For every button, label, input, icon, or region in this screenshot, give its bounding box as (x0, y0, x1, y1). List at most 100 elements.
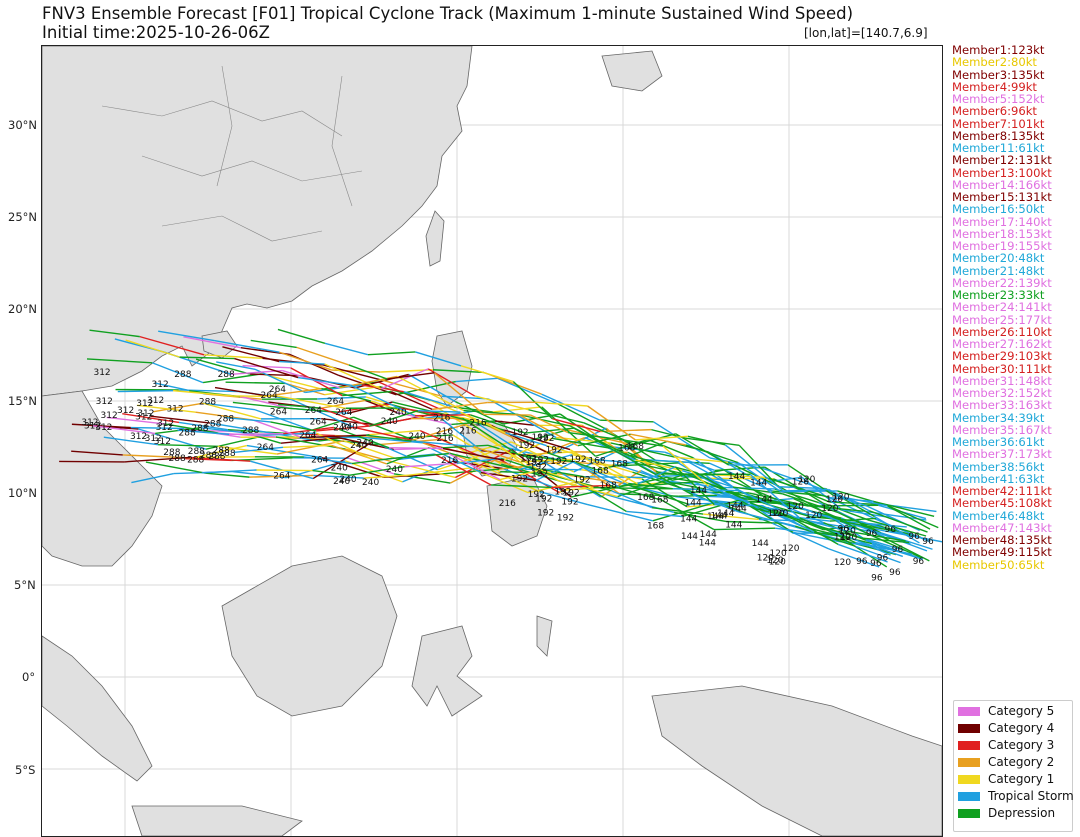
category-swatch (958, 809, 980, 818)
forecast-hour-label: 264 (257, 443, 274, 453)
forecast-hour-label: 312 (145, 434, 162, 444)
member-legend-entry: Member7:101kt (952, 118, 1080, 130)
map-canvas[interactable]: 1689619212028831214412016816826414414419… (42, 46, 942, 836)
forecast-hour-label: 192 (573, 475, 590, 485)
track-segment (686, 445, 738, 463)
category-legend-entry: Category 2 (958, 755, 1054, 771)
forecast-hour-label: 168 (588, 456, 605, 466)
forecast-hour-label: 168 (647, 522, 664, 532)
category-legend-entry: Category 5 (958, 704, 1054, 720)
forecast-hour-label: 96 (870, 559, 882, 569)
member-legend-entry: Member17:140kt (952, 216, 1080, 228)
lat-label-25n: 25°N (8, 210, 37, 224)
forecast-hour-label: 192 (511, 475, 528, 485)
forecast-hour-label: 288 (188, 447, 205, 457)
track-segment (714, 528, 775, 529)
forecast-hour-label: 240 (331, 464, 348, 474)
cursor-coordinate-readout: [lon,lat]=[140.7,6.9] (804, 26, 928, 40)
category-label: Depression (988, 806, 1055, 820)
forecast-hour-label: 168 (637, 493, 654, 503)
forecast-hour-label: 144 (681, 532, 698, 542)
forecast-hour-label: 312 (156, 423, 173, 433)
track-segment (226, 382, 286, 383)
forecast-hour-label: 288 (218, 370, 235, 380)
forecast-hour-label: 288 (199, 397, 216, 407)
forecast-hour-label: 168 (611, 460, 628, 470)
forecast-hour-label: 312 (166, 404, 183, 414)
forecast-hour-label: 216 (441, 456, 458, 466)
initial-time: Initial time:2025-10-26-06Z (42, 23, 270, 42)
track-segment (513, 382, 552, 419)
category-swatch (958, 758, 980, 767)
forecast-hour-label: 264 (270, 407, 287, 417)
member-legend-entry: Member50:65kt (952, 559, 1080, 571)
forecast-hour-label: 264 (311, 455, 328, 465)
category-legend-entry: Category 4 (958, 721, 1054, 737)
forecast-hour-label: 96 (889, 568, 901, 578)
forecast-hour-label: 240 (357, 439, 374, 449)
forecast-hour-label: 240 (408, 432, 425, 442)
forecast-hour-label: 312 (136, 399, 153, 409)
category-swatch (958, 792, 980, 801)
forecast-hour-label: 192 (511, 428, 528, 438)
track-segment (298, 378, 351, 386)
category-swatch (958, 724, 980, 733)
lat-label-10n: 10°N (8, 486, 37, 500)
forecast-hour-label: 192 (535, 495, 552, 505)
forecast-hour-label: 312 (135, 413, 152, 423)
forecast-hour-label: 144 (752, 539, 769, 549)
member-legend-entry: Member34:39kt (952, 412, 1080, 424)
forecast-hour-label: 96 (885, 525, 897, 535)
land-area (42, 46, 472, 396)
lat-label-equator: 0° (22, 670, 35, 684)
forecast-hour-label: 216 (436, 434, 453, 444)
forecast-hour-label: 96 (913, 557, 925, 567)
forecast-hour-label: 120 (805, 511, 822, 521)
category-label: Category 5 (988, 704, 1054, 718)
forecast-hour-label: 312 (152, 380, 169, 390)
lat-label-15n: 15°N (8, 394, 37, 408)
track-segment (484, 414, 531, 415)
forecast-hour-label: 288 (217, 415, 234, 425)
track-segment (387, 373, 434, 379)
member-legend-entry: Member16:50kt (952, 203, 1080, 215)
track-segment (498, 378, 559, 404)
forecast-hour-label: 96 (866, 529, 878, 539)
category-legend-entry: Category 3 (958, 738, 1054, 754)
forecast-hour-label: 144 (725, 521, 742, 531)
track-segment (118, 391, 173, 392)
forecast-hour-label: 216 (459, 426, 476, 436)
land-area (42, 636, 152, 781)
forecast-hour-label: 264 (305, 406, 322, 416)
member-legend-entry: Member12:131kt (952, 154, 1080, 166)
forecast-hour-label: 264 (335, 408, 352, 418)
forecast-hour-label: 120 (834, 558, 851, 568)
member-legend-entry: Member45:108kt (952, 497, 1080, 509)
category-legend-entry: Depression (958, 806, 1055, 822)
forecast-hour-label: 96 (922, 537, 934, 547)
forecast-hour-label: 144 (700, 530, 717, 540)
forecast-hour-label: 264 (273, 471, 290, 481)
forecast-hour-label: 216 (499, 499, 516, 509)
forecast-hour-label: 192 (557, 514, 574, 524)
forecast-hour-label: 96 (871, 573, 883, 583)
forecast-hour-label: 264 (269, 385, 286, 395)
forecast-hour-label: 312 (117, 406, 134, 416)
forecast-hour-label: 192 (569, 455, 586, 465)
category-legend-entry: Category 1 (958, 772, 1054, 788)
forecast-hour-label: 96 (856, 557, 868, 567)
forecast-hour-label: 168 (618, 443, 635, 453)
forecast-hour-label: 144 (707, 512, 724, 522)
track-segment (368, 352, 415, 355)
track-segment (206, 473, 250, 477)
forecast-hour-label: 216 (433, 413, 450, 423)
member-legend-entry: Member37:173kt (952, 448, 1080, 460)
track-segment (278, 329, 325, 343)
forecast-hour-label: 144 (690, 486, 707, 496)
category-label: Tropical Storm (988, 789, 1074, 803)
forecast-hour-label: 120 (832, 493, 849, 503)
forecast-hour-label: 96 (908, 532, 920, 542)
category-label: Category 4 (988, 721, 1054, 735)
